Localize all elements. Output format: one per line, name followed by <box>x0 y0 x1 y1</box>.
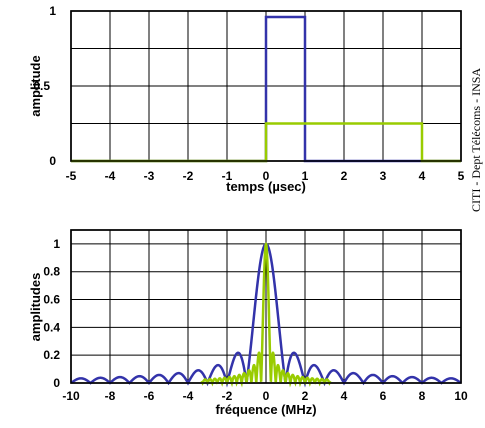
credit-text: CITI - Dept Télécoms - INSA <box>469 68 483 212</box>
y-tick-label: 0.2 <box>43 348 60 362</box>
frequency-x-axis-label: fréquence (MHz) <box>215 402 316 417</box>
x-tick-label: -8 <box>105 389 116 403</box>
x-tick-label: 1 <box>302 169 309 183</box>
time-series <box>70 10 462 163</box>
time-x-ticks: -5 -4 -3 -2 -1 0 1 2 3 4 5 <box>66 169 465 183</box>
x-tick-label: -10 <box>62 389 80 403</box>
x-tick-label: 10 <box>454 389 468 403</box>
x-tick-label: -5 <box>66 169 77 183</box>
frequency-x-ticks: -10 -8 -6 -4 -2 0 2 4 6 8 10 <box>62 389 468 403</box>
x-tick-label: 2 <box>341 169 348 183</box>
x-tick-label: -2 <box>183 169 194 183</box>
frequency-series <box>70 229 462 388</box>
x-tick-label: 8 <box>419 389 426 403</box>
y-tick-label: 0.5 <box>33 79 50 93</box>
time-y-axis-label: amplitude <box>28 55 43 116</box>
y-tick-label: 0 <box>53 376 60 390</box>
x-tick-label: 0 <box>263 389 270 403</box>
y-tick-label: 0.8 <box>43 265 60 279</box>
x-tick-label: 5 <box>458 169 465 183</box>
y-tick-label: 0.4 <box>43 320 60 334</box>
x-tick-label: -4 <box>183 389 194 403</box>
x-tick-label: 4 <box>419 169 426 183</box>
x-tick-label: -1 <box>222 169 233 183</box>
x-tick-label: 0 <box>263 169 270 183</box>
y-tick-label: 1 <box>49 4 56 18</box>
y-tick-label: 0 <box>49 154 56 168</box>
series-line-2 <box>200 242 332 388</box>
time-x-axis-label: temps (µsec) <box>226 179 306 194</box>
plot-border <box>70 10 462 162</box>
plot-border <box>70 229 462 384</box>
x-tick-label: -4 <box>105 169 116 183</box>
y-tick-label: 0.6 <box>43 293 60 307</box>
x-tick-label: 3 <box>380 169 387 183</box>
x-tick-label: -6 <box>144 389 155 403</box>
frequency-y-ticks: 0 0.2 0.4 0.6 0.8 1 <box>43 237 60 390</box>
x-tick-label: -3 <box>144 169 155 183</box>
time-y-ticks: 00.51 <box>33 4 56 168</box>
x-tick-label: 6 <box>380 389 387 403</box>
frequency-y-axis-label: amplitudes <box>28 273 43 342</box>
y-tick-label: 1 <box>53 237 60 251</box>
time-domain-chart: -5 -4 -3 -2 -1 0 1 2 3 4 5 00.51 temps (µsec) ampl… <box>28 4 465 194</box>
x-tick-label: -2 <box>222 389 233 403</box>
x-tick-label: 4 <box>341 389 348 403</box>
frequency-domain-chart: -10 -8 -6 -4 -2 0 2 4 6 8 10 0 0.2 0.4 0.6 0.8 1 fréque… <box>28 229 468 417</box>
x-tick-label: 2 <box>302 389 309 403</box>
